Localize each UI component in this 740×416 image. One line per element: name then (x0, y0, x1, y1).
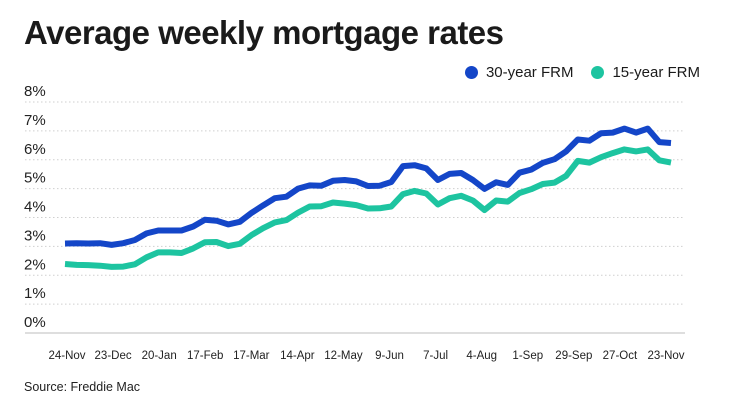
x-tick-label: 27-Oct (603, 350, 638, 362)
y-tick-label: 7% (24, 112, 46, 129)
x-tick-label: 12-May (324, 350, 363, 362)
y-tick-label: 6% (24, 141, 46, 158)
x-tick-label: 17-Mar (233, 350, 270, 362)
chart-title: Average weekly mortgage rates (24, 14, 504, 51)
legend-marker-15-year (591, 66, 605, 79)
x-tick-label: 1-Sep (512, 350, 543, 362)
chart-legend: 30-year FRM 15-year FRM (464, 64, 700, 81)
legend-label-15-year: 15-year FRM (612, 64, 700, 81)
x-tick-label: 20-Jan (142, 350, 177, 362)
x-tick-label: 14-Apr (280, 350, 315, 362)
legend-item-30-year: 30-year FRM (464, 64, 574, 81)
x-tick-label: 9-Jun (375, 350, 404, 362)
y-tick-label: 2% (24, 256, 46, 273)
y-tick-label: 4% (24, 199, 46, 216)
x-tick-label: 17-Feb (187, 350, 223, 362)
y-tick-label: 3% (24, 227, 46, 244)
x-tick-label: 7-Jul (423, 350, 448, 362)
x-tick-label: 29-Sep (555, 350, 592, 362)
legend-item-15-year: 15-year FRM (591, 64, 700, 81)
legend-label-30-year: 30-year FRM (485, 64, 574, 81)
series-line-30-year (64, 125, 672, 248)
source-note: Source: Freddie Mac (24, 380, 141, 394)
x-tick-label: 24-Nov (48, 350, 85, 362)
y-tick-label: 1% (24, 285, 46, 302)
series-line-15-year (64, 146, 672, 270)
x-tick-label: 23-Dec (95, 350, 132, 362)
x-tick-label: 4-Aug (466, 350, 497, 362)
y-tick-label: 5% (24, 170, 46, 187)
y-tick-label: 0% (24, 314, 46, 331)
legend-marker-30-year (464, 66, 478, 79)
y-tick-label: 8% (24, 83, 46, 100)
x-tick-label: 23-Nov (647, 350, 684, 362)
